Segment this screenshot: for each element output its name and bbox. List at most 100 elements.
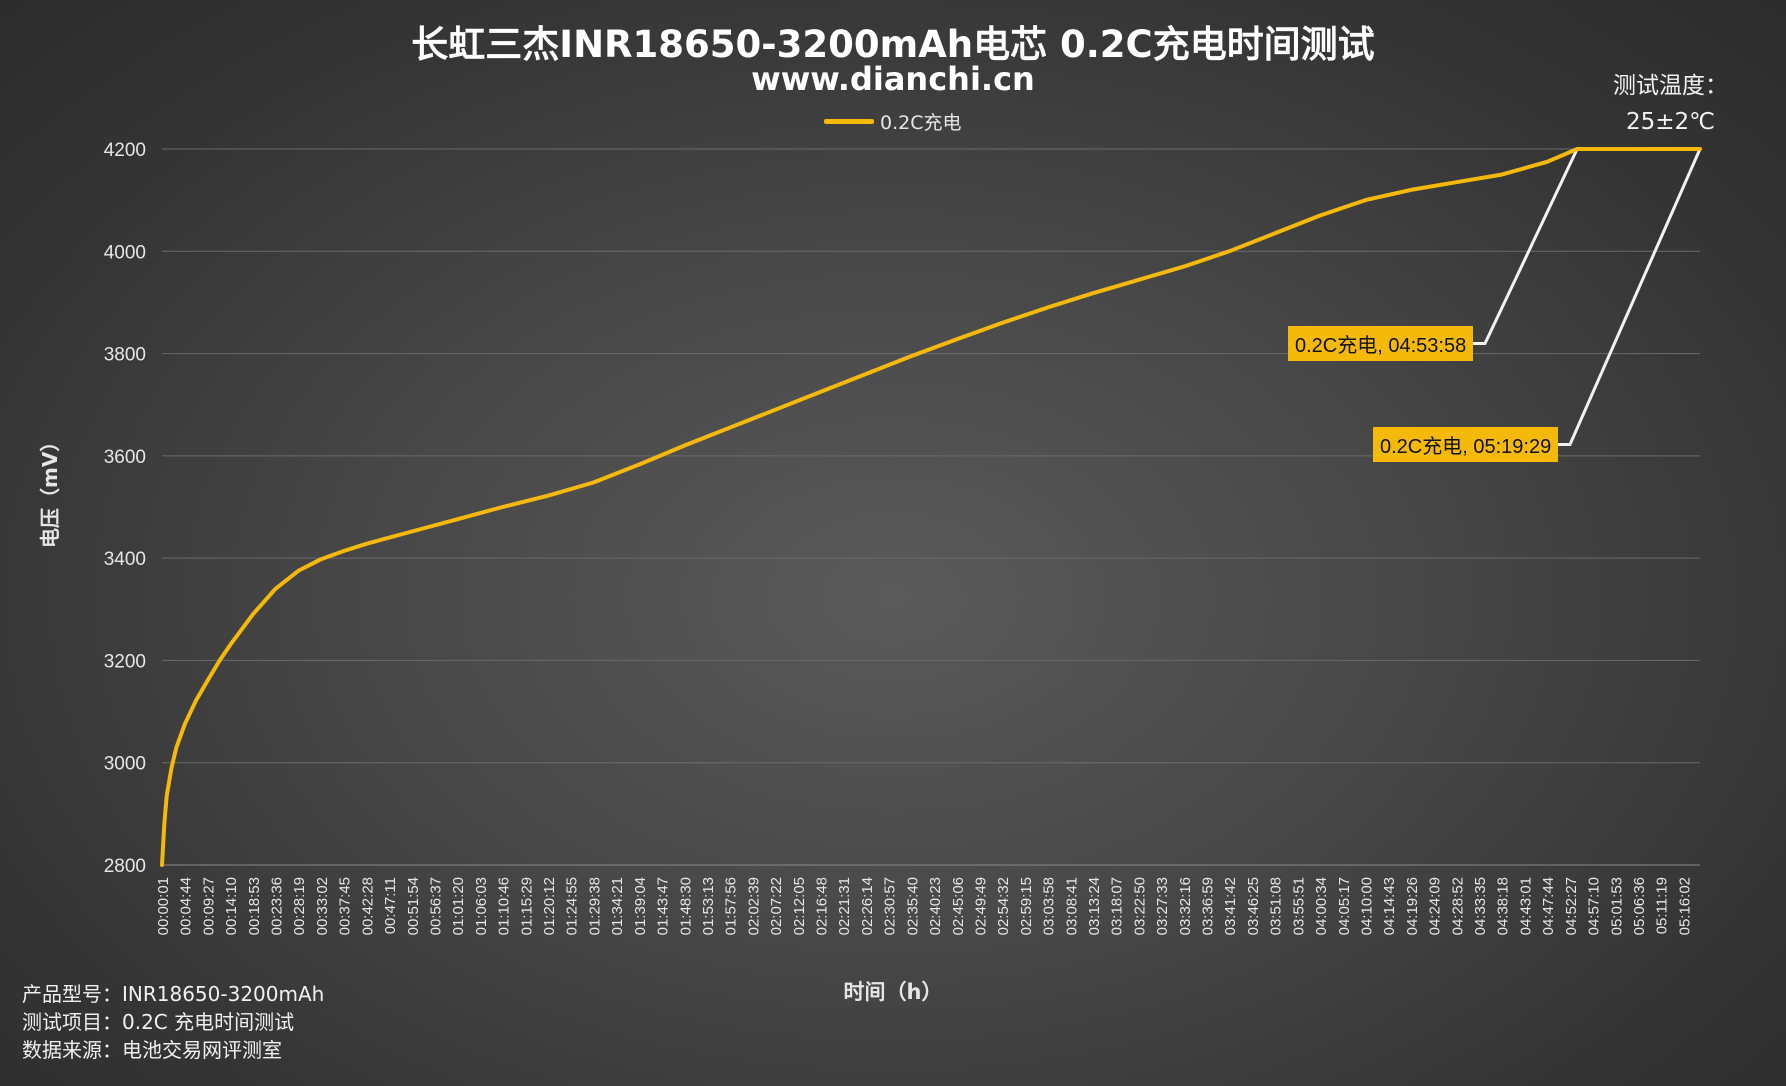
x-tick-label: 02:26:14 (859, 877, 876, 935)
x-tick-label: 00:04:44 (178, 877, 195, 935)
x-tick-label: 05:11:19 (1654, 877, 1671, 934)
x-tick-label: 01:29:38 (586, 877, 603, 935)
y-tick-label: 3600 (104, 447, 146, 468)
annotation-leader-line (1473, 148, 1579, 345)
x-tick-label: 04:47:44 (1540, 877, 1557, 935)
y-tick-label: 3800 (104, 345, 146, 366)
y-tick-label: 3200 (104, 651, 146, 672)
x-tick-label: 03:51:08 (1268, 877, 1285, 935)
x-tick-label: 02:45:06 (950, 877, 967, 935)
x-tick-label: 00:47:11 (382, 877, 399, 934)
x-tick-label: 00:14:10 (223, 877, 240, 935)
x-tick-label: 00:37:45 (337, 877, 354, 935)
x-tick-label: 00:09:27 (200, 877, 217, 935)
x-tick-label: 02:16:48 (814, 877, 831, 935)
x-tick-label: 03:27:33 (1154, 877, 1171, 935)
annotation-callout-1: 0.2C充电, 05:19:29 (1373, 427, 1559, 462)
y-tick-label: 2800 (104, 856, 146, 877)
x-tick-label: 04:24:09 (1427, 877, 1444, 935)
x-tick-label: 01:43:47 (655, 877, 672, 935)
x-tick-label: 03:41:42 (1222, 877, 1239, 935)
x-tick-label: 02:21:31 (836, 877, 853, 935)
x-tick-label: 04:57:10 (1586, 877, 1603, 935)
footer-model: 产品型号：INR18650-3200mAh (22, 982, 325, 1006)
legend-label: 0.2C充电 (880, 112, 962, 134)
x-tick-label: 04:00:34 (1313, 877, 1330, 935)
temperature-label: 测试温度： (1613, 73, 1728, 99)
series-line-0.2c-charge (160, 147, 1702, 867)
x-tick-label: 02:30:57 (882, 877, 899, 935)
x-tick-label: 00:00:01 (155, 877, 172, 935)
x-axis-label: 时间（h） (843, 980, 943, 1004)
x-tick-label: 04:05:17 (1336, 877, 1353, 935)
annotation-callout-0: 0.2C充电, 04:53:58 (1288, 326, 1474, 361)
y-tick-label: 4000 (104, 242, 146, 263)
x-tick-label: 02:07:22 (768, 877, 785, 935)
legend-swatch (824, 119, 874, 124)
annotation-leader-line (1558, 148, 1702, 446)
x-tick-label: 00:23:36 (269, 877, 286, 935)
x-tick-label: 03:22:50 (1131, 877, 1148, 935)
temperature-value: 25±2℃ (1625, 109, 1715, 135)
x-tick-label: 01:39:04 (632, 877, 649, 935)
x-tick-label: 02:35:40 (904, 877, 921, 935)
x-tick-label: 02:59:15 (1018, 877, 1035, 935)
x-tick-label: 03:08:41 (1063, 877, 1080, 935)
x-tick-label: 04:14:43 (1381, 877, 1398, 935)
x-tick-label: 04:38:18 (1495, 877, 1512, 935)
chart-subtitle: www.dianchi.cn (751, 60, 1035, 98)
y-tick-label: 4200 (104, 140, 146, 161)
chart-title: 长虹三杰INR18650-3200mAh电芯 0.2C充电时间测试 (411, 23, 1375, 66)
legend: 0.2C充电 (824, 108, 961, 135)
x-tick-label: 05:16:02 (1676, 877, 1693, 935)
x-tick-label: 03:18:07 (1109, 877, 1126, 935)
x-tick-label: 00:33:02 (314, 877, 331, 935)
footer-test-item: 测试项目：0.2C 充电时间测试 (22, 1010, 295, 1034)
x-tick-label: 02:12:05 (791, 877, 808, 935)
x-tick-label: 02:02:39 (745, 877, 762, 935)
x-tick-label: 03:36:59 (1200, 877, 1217, 935)
x-tick-label: 01:34:21 (609, 877, 626, 935)
x-tick-label: 01:20:12 (541, 877, 558, 935)
x-tick-label: 01:06:03 (473, 877, 490, 935)
x-tick-label: 04:33:35 (1472, 877, 1489, 935)
x-tick-label: 03:03:58 (1041, 877, 1058, 935)
y-tick-label: 3400 (104, 549, 146, 570)
x-tick-label: 03:46:25 (1245, 877, 1262, 935)
x-tick-label: 03:55:51 (1290, 877, 1307, 935)
x-tick-label: 01:48:30 (677, 877, 694, 935)
x-tick-label: 04:28:52 (1449, 877, 1466, 935)
y-tick-label: 3000 (104, 754, 146, 775)
x-tick-label: 05:06:36 (1631, 877, 1648, 935)
x-tick-label: 04:52:27 (1563, 877, 1580, 935)
x-tick-label: 00:51:54 (405, 877, 422, 935)
x-tick-label: 02:40:23 (927, 877, 944, 935)
x-tick-label: 00:42:28 (359, 877, 376, 935)
test-temperature: 测试温度： 25±2℃ (1613, 68, 1728, 140)
x-tick-label: 01:15:29 (518, 877, 535, 935)
x-tick-label: 01:10:46 (496, 877, 513, 935)
y-axis-label: 电压（mV） (38, 431, 62, 548)
x-tick-label: 01:24:55 (564, 877, 581, 935)
x-tick-label: 02:54:32 (995, 877, 1012, 935)
x-tick-label: 01:01:20 (450, 877, 467, 935)
x-tick-label: 04:10:00 (1358, 877, 1375, 935)
x-tick-label: 00:18:53 (246, 877, 263, 935)
x-tick-label: 00:28:19 (291, 877, 308, 935)
x-tick-label: 05:01:53 (1608, 877, 1625, 935)
x-tick-labels: 00:00:01 00:04:44 00:09:27 00:14:10 00:18:53… (155, 877, 1693, 935)
x-tick-label: 02:49:49 (972, 877, 989, 935)
x-tick-label: 04:19:26 (1404, 877, 1421, 935)
footer-source: 数据来源：电池交易网评测室 (22, 1038, 282, 1062)
x-tick-label: 04:43:01 (1517, 877, 1534, 935)
x-tick-label: 01:57:56 (723, 877, 740, 935)
gridlines (162, 148, 1700, 866)
y-tick-labels: 2800 3000 3200 3400 3600 3800 4000 4200 (104, 140, 146, 877)
x-tick-label: 01:53:13 (700, 877, 717, 935)
annotation-leader-lines (1473, 148, 1702, 446)
footer-info: 产品型号：INR18650-3200mAh 测试项目：0.2C 充电时间测试 数… (22, 980, 324, 1064)
x-tick-label: 03:13:24 (1086, 877, 1103, 935)
x-tick-label: 00:56:37 (427, 877, 444, 935)
x-tick-label: 03:32:16 (1177, 877, 1194, 935)
